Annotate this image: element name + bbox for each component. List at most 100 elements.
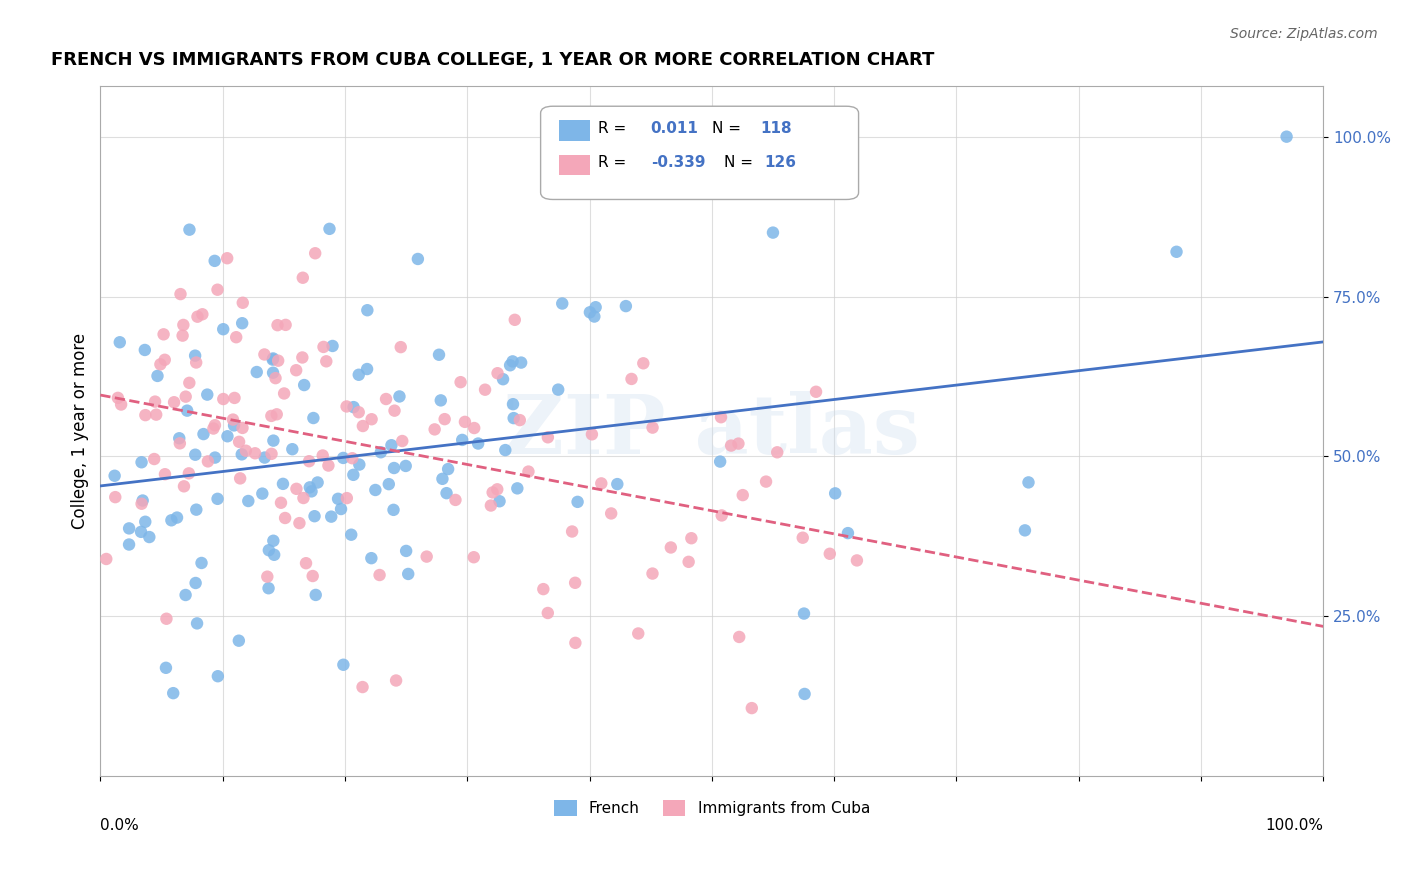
Point <box>107 391 129 405</box>
Point <box>384 403 406 417</box>
Point <box>172 318 194 332</box>
Text: R =: R = <box>598 120 631 136</box>
Point <box>517 465 540 479</box>
Point <box>228 434 250 449</box>
Point <box>537 606 560 620</box>
Point <box>479 499 502 513</box>
Point <box>138 530 160 544</box>
Point <box>184 576 207 591</box>
FancyBboxPatch shape <box>560 154 589 176</box>
Point <box>281 442 304 457</box>
Point <box>186 310 208 324</box>
Point <box>108 335 131 350</box>
Point <box>295 556 318 570</box>
Y-axis label: College, 1 year or more: College, 1 year or more <box>72 333 89 529</box>
Point <box>118 521 141 535</box>
Point <box>375 392 398 406</box>
Point <box>186 616 208 631</box>
Point <box>312 449 335 463</box>
Point <box>793 687 815 701</box>
Point <box>231 316 253 330</box>
Point <box>433 412 456 426</box>
Point <box>262 351 284 366</box>
Point <box>370 445 392 459</box>
Point <box>336 400 359 414</box>
Point <box>195 387 218 401</box>
Point <box>486 366 509 380</box>
Point <box>356 303 378 318</box>
Point <box>260 409 283 423</box>
Point <box>322 339 344 353</box>
Point <box>204 253 226 268</box>
Point <box>352 680 374 694</box>
Point <box>204 450 226 465</box>
Point <box>169 287 191 301</box>
Point <box>191 307 214 321</box>
Point <box>585 300 607 314</box>
Point <box>146 368 169 383</box>
Point <box>762 226 785 240</box>
Point <box>298 480 321 494</box>
Point <box>492 372 515 386</box>
Point <box>184 349 207 363</box>
Point <box>238 494 260 508</box>
Point <box>304 246 326 260</box>
Point <box>720 439 742 453</box>
Point <box>274 511 297 525</box>
Point <box>266 407 288 421</box>
Point <box>184 448 207 462</box>
Point <box>155 661 177 675</box>
Point <box>641 566 664 581</box>
Point <box>481 485 503 500</box>
Point <box>463 550 485 565</box>
Point <box>755 475 778 489</box>
Point <box>153 352 176 367</box>
Point <box>579 305 602 319</box>
Point <box>444 492 467 507</box>
Point <box>561 524 583 539</box>
Point <box>600 507 623 521</box>
Point <box>134 343 156 357</box>
Point <box>499 359 522 373</box>
Point <box>315 354 337 368</box>
Point <box>342 467 364 482</box>
Point <box>710 410 733 425</box>
Point <box>486 483 509 497</box>
Point <box>172 328 194 343</box>
Point <box>463 421 485 435</box>
Point <box>262 533 284 548</box>
Point <box>347 405 370 419</box>
Point <box>143 394 166 409</box>
Point <box>104 490 127 504</box>
Point <box>406 252 429 266</box>
Point <box>395 458 418 473</box>
Point <box>207 283 229 297</box>
Point <box>152 327 174 342</box>
Point <box>301 484 323 499</box>
Text: 126: 126 <box>765 155 796 170</box>
Point <box>285 363 308 377</box>
Point <box>291 270 314 285</box>
Point <box>304 509 326 524</box>
Text: N =: N = <box>724 155 754 170</box>
Point <box>389 340 412 354</box>
Point <box>222 418 245 433</box>
Point <box>564 575 586 590</box>
Text: N =: N = <box>711 120 741 136</box>
Point <box>262 366 284 380</box>
Point <box>509 413 531 427</box>
Point <box>318 458 340 473</box>
Point <box>169 436 191 450</box>
Point <box>432 472 454 486</box>
Point <box>641 420 664 434</box>
Point <box>212 392 235 406</box>
Point <box>235 443 257 458</box>
Point <box>243 446 266 460</box>
Point <box>436 486 458 500</box>
Point <box>659 541 682 555</box>
Point <box>179 222 201 236</box>
Text: 0.0%: 0.0% <box>100 818 139 832</box>
Point <box>190 556 212 570</box>
Point <box>792 531 814 545</box>
Point <box>614 299 637 313</box>
